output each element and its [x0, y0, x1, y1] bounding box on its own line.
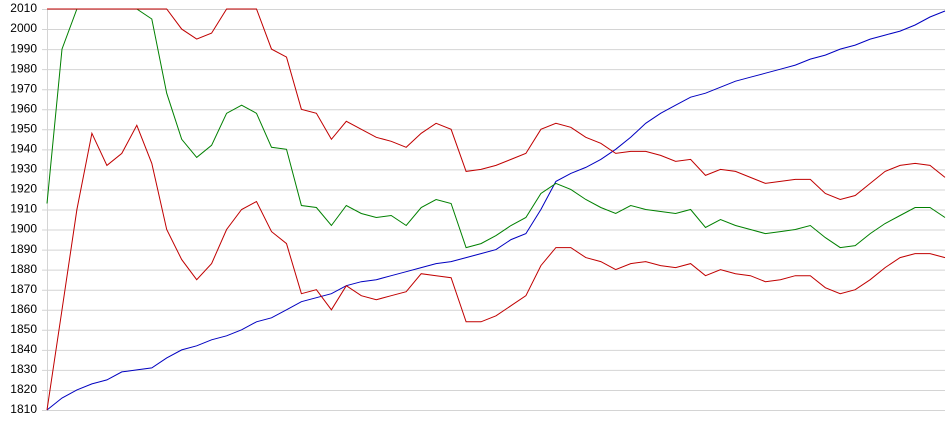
y-tick-label: 1850 — [10, 322, 37, 336]
series-line — [46, 8, 946, 249]
y-tick-label: 1830 — [10, 362, 37, 376]
series-line — [47, 8, 946, 201]
y-tick-label: 1930 — [10, 162, 37, 176]
y-tick-label: 1940 — [10, 142, 37, 156]
y-tick-label: 1960 — [10, 101, 37, 115]
y-tick-label: 2010 — [10, 1, 37, 15]
y-tick-label: 1900 — [10, 222, 37, 236]
series-line — [46, 10, 946, 411]
y-tick-label: 1950 — [10, 121, 37, 135]
y-tick-label: 1880 — [10, 262, 37, 276]
y-tick-label: 1860 — [10, 302, 37, 316]
y-tick-label: 1980 — [10, 61, 37, 75]
y-tick-label: 1910 — [10, 202, 37, 216]
y-tick-label: 1990 — [10, 41, 37, 55]
y-tick-label: 1810 — [10, 402, 37, 416]
y-tick-label: 1920 — [10, 182, 37, 196]
y-tick-label: 1870 — [10, 282, 37, 296]
series-line — [46, 124, 946, 411]
y-tick-label: 1820 — [10, 382, 37, 396]
y-tick-label: 1890 — [10, 242, 37, 256]
y-tick-label: 1840 — [10, 342, 37, 356]
y-tick-label: 1970 — [10, 81, 37, 95]
y-tick-label: 2000 — [10, 21, 37, 35]
